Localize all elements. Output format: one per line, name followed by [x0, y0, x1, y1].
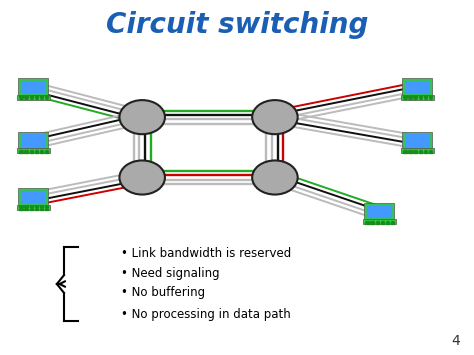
Text: • No processing in data path: • No processing in data path	[121, 308, 291, 321]
Text: 4: 4	[451, 334, 460, 348]
Bar	[371, 223, 374, 224]
Bar	[29, 152, 33, 153]
Bar	[18, 78, 48, 95]
Bar	[429, 150, 432, 151]
Bar	[386, 222, 389, 223]
Text: • No buffering: • No buffering	[121, 286, 205, 299]
Bar	[402, 78, 432, 95]
Bar	[386, 221, 389, 222]
Bar	[413, 150, 417, 151]
Text: Circuit switching: Circuit switching	[106, 11, 368, 39]
Bar	[403, 150, 407, 151]
Bar	[40, 152, 43, 153]
Bar	[21, 81, 45, 93]
Bar	[17, 148, 50, 153]
Bar	[365, 223, 369, 224]
Bar	[17, 205, 50, 210]
Bar	[413, 151, 417, 152]
Text: • Need signaling: • Need signaling	[121, 267, 219, 280]
Bar	[381, 223, 384, 224]
Bar	[35, 151, 38, 152]
Bar	[391, 223, 394, 224]
Bar	[391, 222, 394, 223]
Bar	[25, 150, 27, 151]
Bar	[19, 150, 23, 151]
Bar	[419, 150, 422, 151]
Bar	[25, 151, 27, 152]
Bar	[429, 151, 432, 152]
Bar	[424, 152, 427, 153]
Bar	[19, 151, 23, 152]
Bar	[401, 148, 434, 153]
Bar	[365, 222, 369, 223]
Bar	[17, 95, 50, 100]
Bar	[403, 152, 407, 153]
Bar	[405, 81, 429, 93]
Bar	[371, 222, 374, 223]
Bar	[40, 151, 43, 152]
Bar	[21, 191, 45, 203]
Bar	[381, 222, 384, 223]
Bar	[40, 150, 43, 151]
Circle shape	[119, 100, 165, 134]
Bar	[45, 152, 48, 153]
Bar	[391, 221, 394, 222]
Bar	[401, 95, 434, 100]
Text: • Link bandwidth is reserved: • Link bandwidth is reserved	[121, 247, 291, 260]
Bar	[419, 152, 422, 153]
Bar	[409, 151, 411, 152]
Bar	[364, 203, 394, 219]
Bar	[29, 150, 33, 151]
Bar	[386, 223, 389, 224]
Bar	[45, 150, 48, 151]
Bar	[381, 221, 384, 222]
Bar	[35, 152, 38, 153]
Bar	[363, 219, 396, 224]
Bar	[45, 151, 48, 152]
Bar	[25, 152, 27, 153]
Circle shape	[252, 160, 298, 195]
Bar	[365, 221, 369, 222]
Bar	[424, 151, 427, 152]
Bar	[419, 151, 422, 152]
Bar	[402, 132, 432, 148]
Bar	[405, 134, 429, 146]
Bar	[403, 151, 407, 152]
Bar	[35, 150, 38, 151]
Circle shape	[252, 100, 298, 134]
Bar	[424, 150, 427, 151]
Bar	[413, 152, 417, 153]
Bar	[367, 205, 391, 217]
Bar	[19, 152, 23, 153]
Circle shape	[119, 160, 165, 195]
Bar	[409, 152, 411, 153]
Bar	[429, 152, 432, 153]
Bar	[21, 134, 45, 146]
Bar	[29, 151, 33, 152]
Bar	[375, 223, 379, 224]
Bar	[375, 221, 379, 222]
Bar	[371, 221, 374, 222]
Bar	[375, 222, 379, 223]
Bar	[18, 132, 48, 148]
Bar	[18, 189, 48, 205]
Bar	[409, 150, 411, 151]
